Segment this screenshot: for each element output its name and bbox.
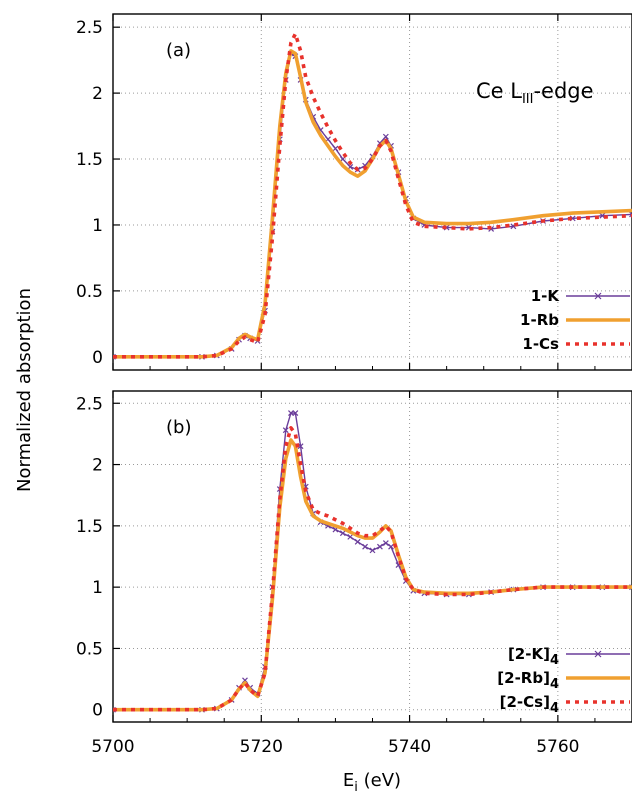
legend-label-subscript: 4: [550, 677, 559, 692]
y-tick-label: 1: [92, 578, 103, 598]
edge-annotation-base: Ce L: [476, 79, 522, 103]
legend: [2-K]4[2-Rb]4[2-Cs]4: [497, 645, 630, 716]
series-point-2-k: [282, 427, 289, 434]
series-point-2-k: [369, 547, 376, 554]
x-axis-title-suffix: (eV): [358, 770, 401, 791]
y-tick-label: 2.5: [76, 394, 103, 414]
series-point-1-k: [332, 145, 339, 152]
legend-marker: [594, 292, 602, 300]
y-tick-label: 1.5: [76, 150, 103, 170]
panel-label: (b): [166, 417, 191, 438]
legend-label: 1-Rb: [520, 311, 559, 329]
plot-frame: [112, 390, 632, 723]
legend-item-1-rb: 1-Rb: [520, 311, 630, 329]
y-tick-label: 2: [92, 456, 103, 476]
series-group: [113, 410, 632, 713]
legend-label-subscript: 4: [550, 701, 559, 716]
x-tick-label: 5700: [91, 737, 134, 757]
legend-label-text: [2-K]: [508, 645, 550, 663]
x-axis-title-subscript: i: [354, 780, 358, 795]
legend-label-text: 1-Rb: [520, 311, 559, 329]
y-tick-label: 2.5: [76, 18, 103, 38]
legend-item-2-k: [2-K]4: [508, 645, 630, 668]
x-tick-label: 5740: [388, 737, 431, 757]
legend-marker: [594, 650, 602, 658]
edge-annotation-suffix: -edge: [533, 79, 593, 103]
legend-label: 1-K: [531, 287, 561, 305]
series-group: [113, 31, 632, 360]
series-point-1-k: [382, 133, 389, 140]
legend-item-2-rb: [2-Rb]4: [497, 669, 630, 692]
edge-annotation-subscript: III: [522, 92, 534, 107]
series-point-2-k: [292, 410, 299, 416]
y-tick-label: 1.5: [76, 517, 103, 537]
legend: 1-K 1-Rb 1-Cs: [520, 287, 630, 353]
legend-item-2-cs: [2-Cs]4: [500, 693, 630, 716]
legend-item-1-k: 1-K: [531, 287, 630, 305]
series-point-2-k: [347, 533, 354, 540]
series-point-2-k: [388, 543, 394, 550]
y-tick-label: 0: [92, 348, 103, 368]
x-axis-title: Ei (eV): [343, 770, 401, 795]
legend-label-subscript: 4: [550, 653, 559, 668]
series-point-2-k: [376, 543, 383, 550]
x-tick-label: 5720: [240, 737, 283, 757]
x-tick-label: 5760: [536, 737, 579, 757]
panel-label: (a): [166, 40, 191, 61]
x-axis-title-base: E: [343, 770, 354, 791]
legend-label: [2-Cs]4: [500, 693, 559, 716]
y-tick-label: 0.5: [76, 282, 103, 302]
y-tick-label: 0: [92, 701, 103, 721]
legend-label-text: [2-Cs]: [500, 693, 550, 711]
y-tick-label: 2: [92, 84, 103, 104]
edge-annotation: Ce LIII-edge: [476, 79, 594, 107]
series-point-1-k: [629, 211, 632, 218]
series-point-2-k: [382, 540, 389, 546]
y-tick-label: 0.5: [76, 639, 103, 659]
series-line-1-cs: [113, 31, 632, 359]
y-axis-title: Normalized absorption: [14, 288, 35, 492]
legend-label: [2-K]4: [508, 645, 559, 668]
legend-label: 1-Cs: [522, 335, 559, 353]
series-line-2-rb: [113, 438, 632, 712]
legend-label: [2-Rb]4: [497, 669, 559, 692]
series-point-2-k: [288, 410, 294, 416]
series-point-2-k: [362, 543, 369, 550]
series-point-2-k: [339, 530, 346, 537]
legend-item-1-cs: 1-Cs: [522, 335, 630, 353]
panel-a: 0 0.5 1 1.5 2 2.5 (a) Ce LIII-edge 1-K 1-Rb 1-Cs: [76, 13, 632, 371]
series-point-2-k: [354, 538, 361, 545]
legend-label-text: 1-Cs: [522, 335, 559, 353]
legend-label-text: 1-K: [531, 287, 561, 305]
legend-label-text: [2-Rb]: [497, 669, 550, 687]
y-tick-label: 1: [92, 216, 103, 236]
series-line-1-rb: [113, 49, 632, 359]
series-line-2-cs: [113, 426, 632, 712]
